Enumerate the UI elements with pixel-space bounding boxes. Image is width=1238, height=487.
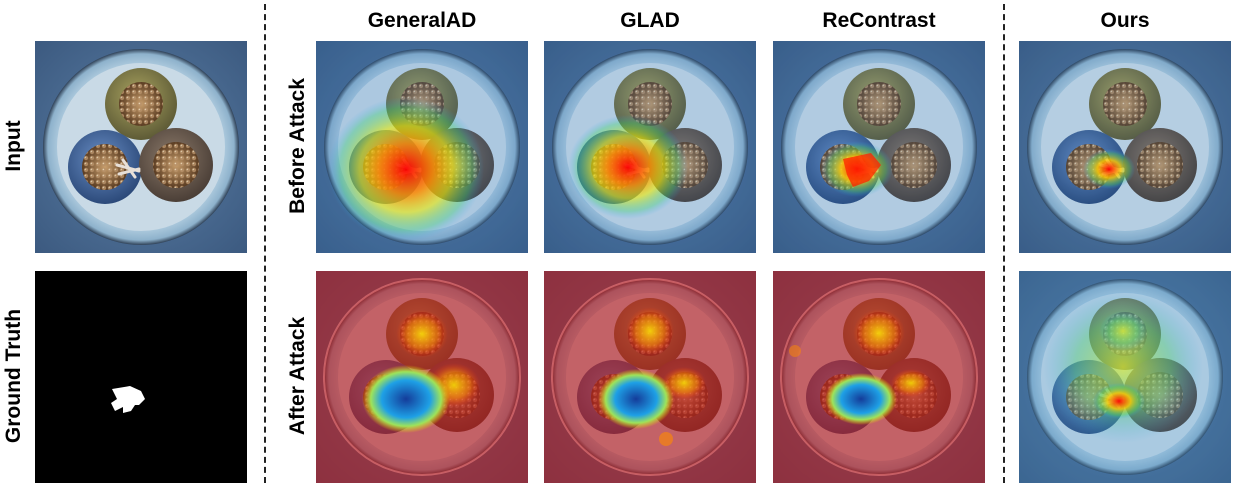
glad-before-attack-heatmap [544, 41, 756, 253]
column-title-generalad: GeneralAD [367, 9, 477, 32]
row-label-input: Input [2, 120, 25, 172]
column-title-glad: GLAD [620, 9, 680, 32]
ours-before-attack-heatmap [1019, 41, 1231, 253]
row-label-after-attack: After Attack [286, 316, 309, 436]
column-title-ours: Ours [1100, 9, 1150, 32]
row-label-ground-truth: Ground Truth [2, 308, 25, 444]
row-label-before-attack: Before Attack [286, 78, 309, 214]
glad-after-attack-heatmap [544, 271, 756, 483]
recontrast-after-attack-heatmap [773, 271, 985, 483]
divider-left [264, 4, 266, 483]
column-title-recontrast: ReContrast [822, 9, 936, 32]
ground-truth-mask [35, 271, 247, 483]
generalad-after-attack-heatmap [316, 271, 528, 483]
generalad-before-attack-heatmap [316, 41, 528, 253]
input-image [35, 41, 247, 253]
ours-after-attack-heatmap [1019, 271, 1231, 483]
recontrast-before-attack-heatmap [773, 41, 985, 253]
divider-right [1003, 4, 1005, 483]
